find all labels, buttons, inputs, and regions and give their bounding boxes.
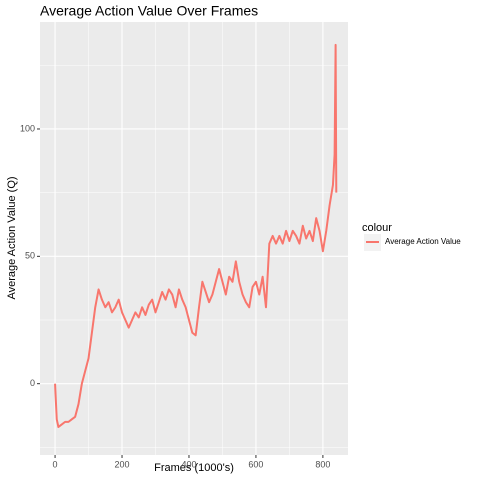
y-tick-label: 100 [20, 123, 35, 133]
y-tick-label: 50 [25, 251, 35, 261]
legend-title: colour [362, 222, 392, 234]
x-tick-label: 400 [181, 459, 196, 469]
y-tick-label: 0 [30, 378, 35, 388]
x-axis-title: Frames (1000's) [154, 462, 234, 474]
data-line [54, 43, 338, 428]
plot-background [40, 22, 348, 455]
x-tick-label: 800 [315, 459, 330, 469]
legend-label: Average Action Value [385, 237, 461, 246]
x-tick-label: 600 [248, 459, 263, 469]
x-tick-label: 0 [53, 459, 58, 469]
x-tick-label: 200 [115, 459, 130, 469]
chart-title: Average Action Value Over Frames [40, 3, 258, 19]
y-axis-title: Average Action Value (Q) [6, 176, 18, 299]
